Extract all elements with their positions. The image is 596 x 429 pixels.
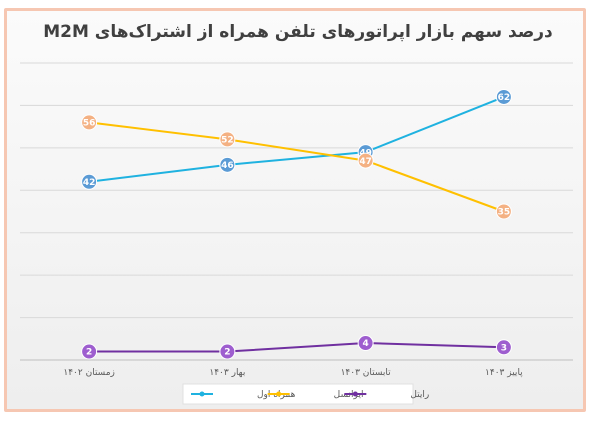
series-line	[89, 121, 505, 213]
data-label: 56	[83, 119, 96, 129]
data-point	[219, 343, 236, 360]
data-point	[219, 156, 236, 173]
data-point	[357, 335, 374, 352]
data-point	[81, 173, 98, 190]
x-tick-label: تابستان ۱۴۰۳	[341, 368, 392, 378]
data-label: 2	[86, 348, 92, 358]
data-point	[219, 131, 236, 148]
x-tick-label: پاییز ۱۴۰۳	[485, 368, 523, 378]
data-label: 52	[221, 136, 234, 146]
series-line	[89, 96, 505, 183]
data-label: 62	[498, 93, 511, 103]
series-line	[89, 342, 504, 353]
data-point	[495, 339, 512, 356]
data-point	[81, 343, 98, 360]
legend-marker	[352, 391, 358, 397]
x-tick-label: بهار ۱۴۰۳	[209, 368, 245, 378]
data-point	[81, 114, 98, 131]
data-label: 2	[224, 348, 230, 358]
data-label: 4	[362, 339, 368, 349]
data-label: 42	[83, 178, 96, 188]
data-label: 46	[221, 161, 234, 171]
data-label: 35	[498, 208, 511, 218]
legend-marker	[199, 391, 205, 397]
data-point	[495, 88, 512, 105]
legend-marker	[276, 391, 282, 397]
chart-title: درصد سهم بازار اپراتورهای تلفن همراه از …	[43, 22, 553, 42]
chart-frame	[4, 8, 586, 412]
legend-box	[182, 383, 414, 405]
data-label: 3	[501, 343, 507, 353]
data-label: 47	[359, 157, 372, 167]
x-tick-label: زمستان ۱۴۰۲	[63, 368, 114, 378]
data-point	[495, 203, 512, 220]
legend-label: رایتل	[410, 390, 429, 400]
data-point	[357, 152, 374, 169]
